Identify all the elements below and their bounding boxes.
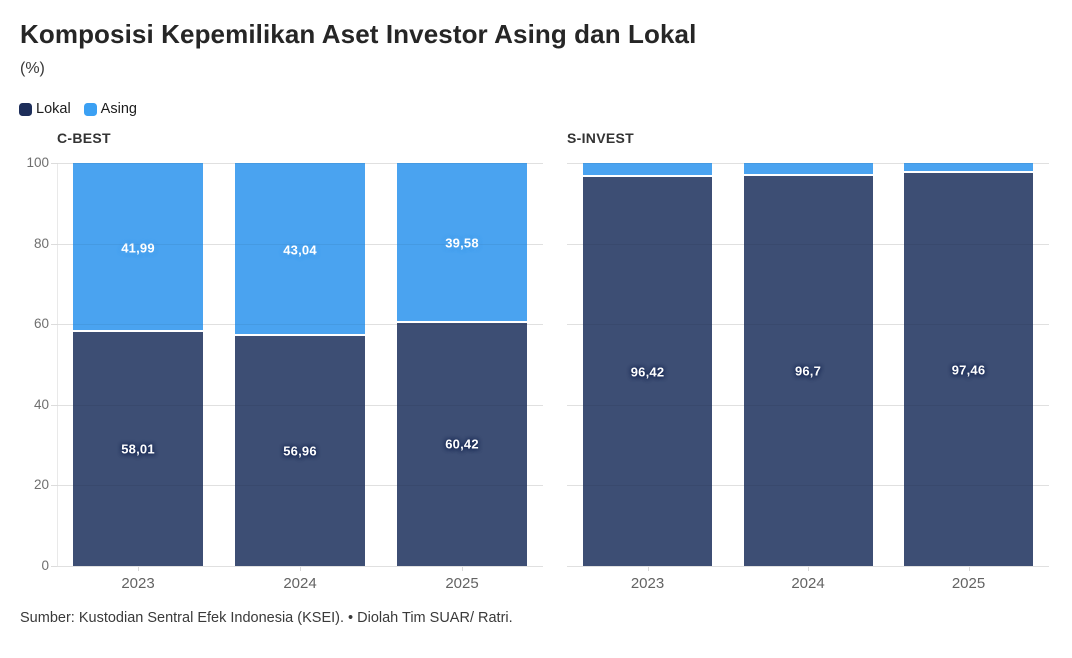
bar-c-best-2025: 39,58 60,42: [397, 163, 527, 566]
bar-segment-asing: [397, 163, 527, 323]
x-tick: [462, 567, 463, 571]
bar-value-lokal: 60,42: [445, 436, 479, 452]
x-tick-label: 2025: [445, 575, 479, 592]
legend-item-asing: Asing: [83, 101, 137, 117]
legend-label: Asing: [100, 101, 137, 117]
gridline: [57, 566, 543, 567]
gridline: [567, 566, 1049, 567]
x-tick-label: 2023: [121, 575, 155, 592]
bar-s-invest-2024: 96,7: [743, 163, 873, 566]
gridline: [57, 163, 543, 164]
bar-value-lokal: 96,42: [630, 364, 665, 380]
bar-segment-lokal: [743, 176, 873, 566]
bar-value-asing: 43,04: [283, 242, 317, 258]
y-tick: [51, 324, 57, 326]
x-tick: [968, 567, 970, 571]
x-tick-label: 2024: [283, 575, 317, 592]
bar-value-lokal: 96,7: [794, 363, 822, 379]
x-tick: [138, 567, 139, 571]
bar-c-best-2023: 41,99 58,01: [73, 163, 203, 566]
bar-s-invest-2025: 97,46: [904, 163, 1033, 566]
legend-swatch-lokal: [19, 102, 32, 116]
bar-segment-lokal: [583, 177, 712, 566]
y-tick-label: 40: [33, 396, 49, 412]
gridline: [57, 566, 543, 567]
bar-value-lokal: 97,46: [951, 362, 986, 378]
legend-label: Lokal: [36, 101, 71, 117]
chart-subtitle: (%): [20, 60, 45, 77]
gridline: [567, 163, 1049, 164]
bar-segment-asing: [904, 163, 1033, 174]
bar-segment-asing: [583, 163, 712, 178]
bar-value-lokal: 56,96: [283, 443, 317, 459]
x-tick: [647, 567, 649, 571]
gridline: [57, 485, 543, 487]
plot-s-invest: 96,42 96,7 97,46: [567, 163, 1049, 567]
bar-s-invest-2023: 96,42: [583, 163, 712, 566]
y-tick-label: 0: [41, 558, 49, 573]
bar-segment-asing: [73, 163, 203, 333]
bar-segment-asing: [235, 163, 365, 337]
gridline: [57, 243, 543, 245]
bar-value-asing: 41,99: [121, 240, 155, 256]
panel-title-c-best: C-BEST: [57, 130, 111, 146]
bar-segment-lokal: [73, 332, 203, 566]
gridline: [57, 324, 543, 326]
y-tick: [51, 566, 57, 567]
gridline: [567, 324, 1049, 326]
x-tick-label: 2023: [630, 575, 665, 592]
bar-segment-asing: [743, 163, 873, 177]
legend-item-lokal: Lokal: [19, 101, 71, 117]
plot-c-best: 41,99 58,01 43,04 56,96 39,58 60,42: [57, 163, 543, 567]
gridline: [567, 485, 1049, 487]
y-tick: [51, 404, 57, 406]
gridline: [57, 404, 543, 406]
x-tick-label: 2024: [791, 575, 825, 592]
bar-value-lokal: 58,01: [121, 441, 155, 457]
legend: Lokal Asing: [19, 101, 137, 117]
y-tick: [51, 485, 57, 487]
y-tick: [51, 163, 57, 164]
gridline: [567, 404, 1049, 406]
y-tick-label: 60: [33, 316, 49, 332]
bar-value-asing: 39,58: [445, 235, 479, 251]
y-tick-label: 20: [33, 477, 49, 493]
source-note: Sumber: Kustodian Sentral Efek Indonesia…: [20, 610, 513, 626]
bar-segment-lokal: [397, 322, 527, 566]
chart-title: Komposisi Kepemilikan Aset Investor Asin…: [20, 19, 697, 49]
y-tick-label: 80: [33, 235, 49, 251]
y-tick-label: 100: [26, 155, 49, 170]
legend-swatch-asing: [83, 102, 97, 116]
bar-c-best-2024: 43,04 56,96: [235, 163, 365, 566]
y-tick: [51, 243, 57, 245]
panel-title-s-invest: S-INVEST: [567, 130, 634, 146]
x-tick: [300, 567, 301, 571]
x-tick-label: 2025: [951, 575, 986, 592]
bar-segment-lokal: [904, 173, 1033, 566]
gridline: [567, 243, 1049, 245]
y-axis-line: [57, 163, 58, 566]
bar-segment-lokal: [235, 336, 365, 566]
x-tick: [808, 567, 809, 571]
gridline: [567, 566, 1049, 567]
